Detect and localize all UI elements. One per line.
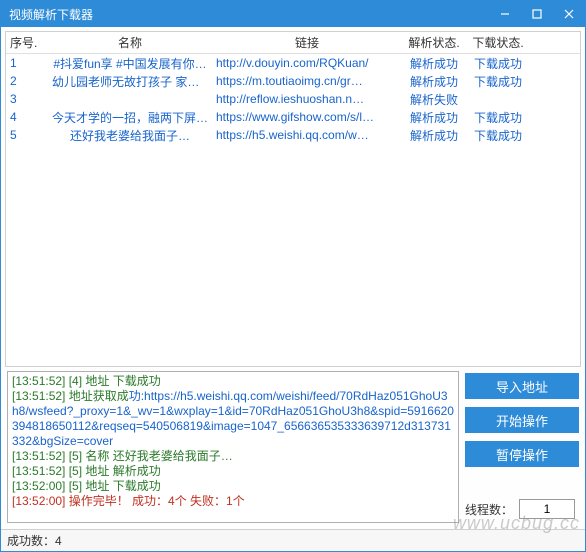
col-seq[interactable]: 序号. (6, 34, 48, 51)
cell-parse: 解析失败 (402, 91, 466, 108)
log-line: [13:52:00] 操作完毕！ 成功：4个 失败：1个 (12, 494, 454, 509)
log-line: [13:51:52] [5] 地址 解析成功 (12, 464, 454, 479)
status-label: 成功数： (7, 532, 55, 549)
window-title: 视频解析下载器 (9, 6, 489, 23)
table-row[interactable]: 3 http://reflow.ieshuoshan.n… 解析失败 (6, 90, 580, 108)
cell-link: https://www.gifshow.com/s/l… (212, 110, 402, 124)
cell-name: 还好我老婆给我面子… (48, 127, 212, 144)
thread-input[interactable] (519, 499, 575, 519)
cell-seq: 5 (6, 128, 48, 142)
cell-download: 下载成功 (466, 127, 530, 144)
table-row[interactable]: 5 还好我老婆给我面子… https://h5.weishi.qq.com/w…… (6, 126, 580, 144)
table-row[interactable]: 4 今天才学的一招，融两下屏… https://www.gifshow.com/… (6, 108, 580, 126)
bottom-panel: [13:51:52] [4] 地址 下载成功 [13:51:52] 地址获取成功… (5, 367, 581, 525)
cell-link: https://m.toutiaoimg.cn/gr… (212, 74, 402, 88)
app-window: 视频解析下载器 序号. 名称 链接 解析状态. 下载状态. 1 #抖爱fun享 … (0, 0, 586, 552)
table-header: 序号. 名称 链接 解析状态. 下载状态. (6, 32, 580, 54)
side-controls: 导入地址 开始操作 暂停操作 线程数： (465, 371, 579, 523)
log-line: [13:52:00] [5] 地址 下载成功 (12, 479, 454, 494)
close-button[interactable] (553, 1, 585, 27)
table-body: 1 #抖爱fun享 #中国发展有你… http://v.douyin.com/R… (6, 54, 580, 144)
start-button[interactable]: 开始操作 (465, 407, 579, 433)
maximize-button[interactable] (521, 1, 553, 27)
cell-link: http://v.douyin.com/RQKuan/ (212, 56, 402, 70)
import-button[interactable]: 导入地址 (465, 373, 579, 399)
cell-name: 今天才学的一招，融两下屏… (48, 109, 212, 126)
cell-seq: 3 (6, 92, 48, 106)
cell-download: 下载成功 (466, 109, 530, 126)
thread-label: 线程数： (465, 501, 513, 518)
cell-name: #抖爱fun享 #中国发展有你… (48, 55, 212, 72)
cell-parse: 解析成功 (402, 55, 466, 72)
cell-name: 幼儿园老师无故打孩子 家长… (48, 73, 212, 90)
log-line: [13:51:52] 地址获取成 (12, 389, 129, 403)
content-area: 序号. 名称 链接 解析状态. 下载状态. 1 #抖爱fun享 #中国发展有你…… (1, 27, 585, 529)
col-name[interactable]: 名称 (48, 34, 212, 51)
table-row[interactable]: 1 #抖爱fun享 #中国发展有你… http://v.douyin.com/R… (6, 54, 580, 72)
cell-download: 下载成功 (466, 55, 530, 72)
cell-parse: 解析成功 (402, 73, 466, 90)
log-line: [13:51:52] [5] 名称 还好我老婆给我面子… (12, 449, 454, 464)
status-value: 4 (55, 534, 62, 548)
log-line: [13:51:52] [4] 地址 下载成功 (12, 374, 454, 389)
cell-seq: 1 (6, 56, 48, 70)
cell-parse: 解析成功 (402, 109, 466, 126)
minimize-button[interactable] (489, 1, 521, 27)
cell-parse: 解析成功 (402, 127, 466, 144)
status-bar: 成功数： 4 (1, 529, 585, 551)
pause-button[interactable]: 暂停操作 (465, 441, 579, 467)
cell-download: 下载成功 (466, 73, 530, 90)
cell-link: https://h5.weishi.qq.com/w… (212, 128, 402, 142)
title-bar: 视频解析下载器 (1, 1, 585, 27)
log-output[interactable]: [13:51:52] [4] 地址 下载成功 [13:51:52] 地址获取成功… (7, 371, 459, 523)
table-row[interactable]: 2 幼儿园老师无故打孩子 家长… https://m.toutiaoimg.cn… (6, 72, 580, 90)
cell-link: http://reflow.ieshuoshan.n… (212, 92, 402, 106)
col-link[interactable]: 链接 (212, 34, 402, 51)
cell-seq: 2 (6, 74, 48, 88)
cell-seq: 4 (6, 110, 48, 124)
data-table: 序号. 名称 链接 解析状态. 下载状态. 1 #抖爱fun享 #中国发展有你…… (5, 31, 581, 367)
col-parse[interactable]: 解析状态. (402, 34, 466, 51)
thread-row: 线程数： (465, 499, 579, 519)
col-download[interactable]: 下载状态. (466, 34, 530, 51)
